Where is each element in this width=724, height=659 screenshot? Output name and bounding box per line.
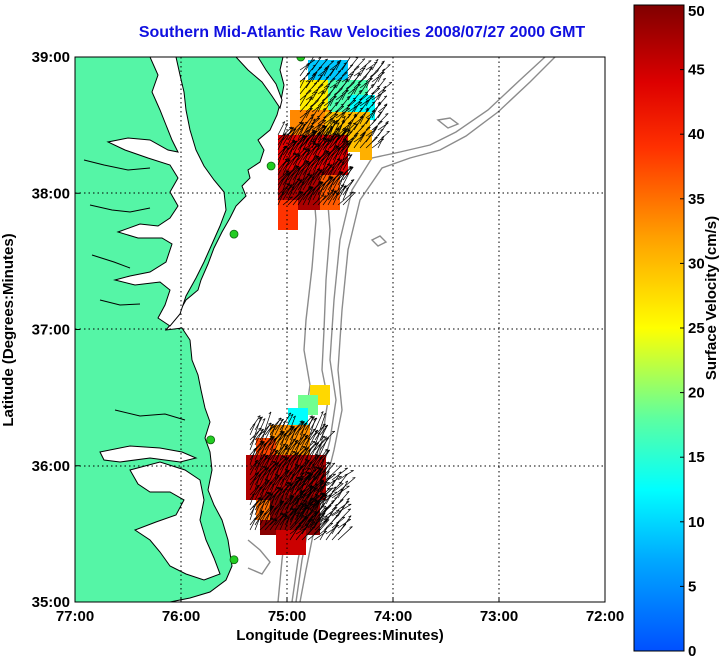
x-tick-label: 72:00 bbox=[586, 608, 624, 625]
station-marker bbox=[296, 57, 306, 62]
radar-stations bbox=[206, 57, 306, 565]
x-axis-ticks: 77:00 76:00 75:00 74:00 73:00 72:00 bbox=[56, 597, 624, 625]
colorbar-tick-label: 0 bbox=[688, 643, 696, 659]
x-tick-label: 76:00 bbox=[162, 608, 200, 625]
velocity-vectors bbox=[249, 57, 393, 541]
colorbar-tick-label: 50 bbox=[688, 3, 705, 20]
x-axis-label: Longitude (Degrees:Minutes) bbox=[236, 627, 444, 644]
colorbar-tick-label: 45 bbox=[688, 62, 705, 79]
x-tick-label: 75:00 bbox=[268, 608, 306, 625]
map-layer bbox=[75, 57, 605, 602]
colorbar-tick-label: 30 bbox=[688, 255, 705, 272]
colorbar-tick-label: 40 bbox=[688, 126, 705, 143]
y-axis-label: Latitude (Degrees:Minutes) bbox=[0, 233, 17, 426]
x-tick-label: 73:00 bbox=[480, 608, 518, 625]
station-marker bbox=[229, 555, 239, 565]
colorbar-label: Surface Velocity (cm/s) bbox=[703, 216, 720, 380]
y-tick-label: 38:00 bbox=[32, 185, 70, 202]
x-tick-label: 77:00 bbox=[56, 608, 94, 625]
y-tick-label: 36:00 bbox=[32, 458, 70, 475]
colorbar-tick-label: 25 bbox=[688, 320, 705, 337]
station-marker bbox=[266, 161, 276, 171]
colorbar-ticks: 0 5 10 15 20 25 30 35 40 45 50 bbox=[680, 3, 705, 659]
y-axis-ticks: 35:00 36:00 37:00 38:00 39:00 bbox=[32, 49, 80, 611]
pamlico-sound bbox=[129, 461, 221, 581]
y-tick-label: 35:00 bbox=[32, 594, 70, 611]
y-tick-label: 39:00 bbox=[32, 49, 70, 66]
colorbar-tick-label: 10 bbox=[688, 514, 705, 531]
station-marker bbox=[229, 229, 239, 239]
station-marker bbox=[206, 435, 216, 445]
colorbar-tick-label: 35 bbox=[688, 191, 705, 208]
rivers bbox=[83, 159, 186, 421]
colorbar-tick-label: 15 bbox=[688, 449, 705, 466]
colorbar bbox=[633, 4, 685, 652]
colorbar-tick-label: 20 bbox=[688, 385, 705, 402]
chesapeake-bay bbox=[106, 57, 227, 327]
x-tick-label: 74:00 bbox=[374, 608, 412, 625]
albemarle-sound bbox=[99, 445, 198, 463]
y-tick-label: 37:00 bbox=[32, 322, 70, 339]
delaware-bay bbox=[235, 57, 283, 110]
colorbar-tick-label: 5 bbox=[688, 578, 696, 595]
grid-lines bbox=[75, 57, 605, 602]
